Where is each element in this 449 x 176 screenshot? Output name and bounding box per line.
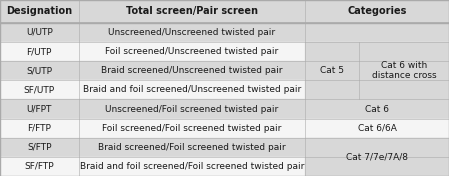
Bar: [0, 61, 449, 80]
Text: Braid screened/Foil screened twisted pair: Braid screened/Foil screened twisted pai…: [98, 143, 286, 152]
Text: S/FTP: S/FTP: [27, 143, 52, 152]
Text: Cat 6/6A: Cat 6/6A: [358, 124, 396, 133]
Text: Total screen/Pair screen: Total screen/Pair screen: [126, 7, 258, 16]
Text: Braid and foil screened/Foil screened twisted pair: Braid and foil screened/Foil screened tw…: [80, 162, 304, 171]
Text: Designation: Designation: [6, 7, 72, 16]
Text: SF/UTP: SF/UTP: [24, 85, 55, 94]
Text: Unscreened/Unscreened twisted pair: Unscreened/Unscreened twisted pair: [108, 28, 276, 37]
Bar: [0, 99, 449, 119]
Text: Braid and foil screened/Unscreened twisted pair: Braid and foil screened/Unscreened twist…: [83, 85, 301, 94]
Text: U/UTP: U/UTP: [26, 28, 53, 37]
Text: Foil screened/Unscreened twisted pair: Foil screened/Unscreened twisted pair: [106, 47, 278, 56]
Bar: [0, 23, 449, 42]
Bar: [305, 138, 449, 176]
Bar: [0, 138, 449, 157]
Text: Cat 6 with
distance cross: Cat 6 with distance cross: [372, 61, 436, 80]
Text: Cat 5: Cat 5: [320, 66, 344, 75]
Bar: [0, 157, 449, 176]
Bar: [0, 119, 449, 138]
Text: Cat 6: Cat 6: [365, 105, 389, 114]
Text: F/FTP: F/FTP: [27, 124, 51, 133]
Text: Braid screened/Unscreened twisted pair: Braid screened/Unscreened twisted pair: [101, 66, 283, 75]
Text: U/FPT: U/FPT: [26, 105, 52, 114]
Bar: [305, 42, 449, 99]
Bar: [0, 80, 449, 99]
Bar: [0, 0, 449, 23]
Text: Foil screened/Foil screened twisted pair: Foil screened/Foil screened twisted pair: [102, 124, 282, 133]
Text: SF/FTP: SF/FTP: [25, 162, 54, 171]
Bar: [0, 42, 449, 61]
Text: Cat 7/7e/7A/8: Cat 7/7e/7A/8: [346, 152, 408, 161]
Text: Categories: Categories: [348, 7, 407, 16]
Text: Unscreened/Foil screened twisted pair: Unscreened/Foil screened twisted pair: [106, 105, 278, 114]
Text: S/UTP: S/UTP: [26, 66, 52, 75]
Text: F/UTP: F/UTP: [26, 47, 52, 56]
